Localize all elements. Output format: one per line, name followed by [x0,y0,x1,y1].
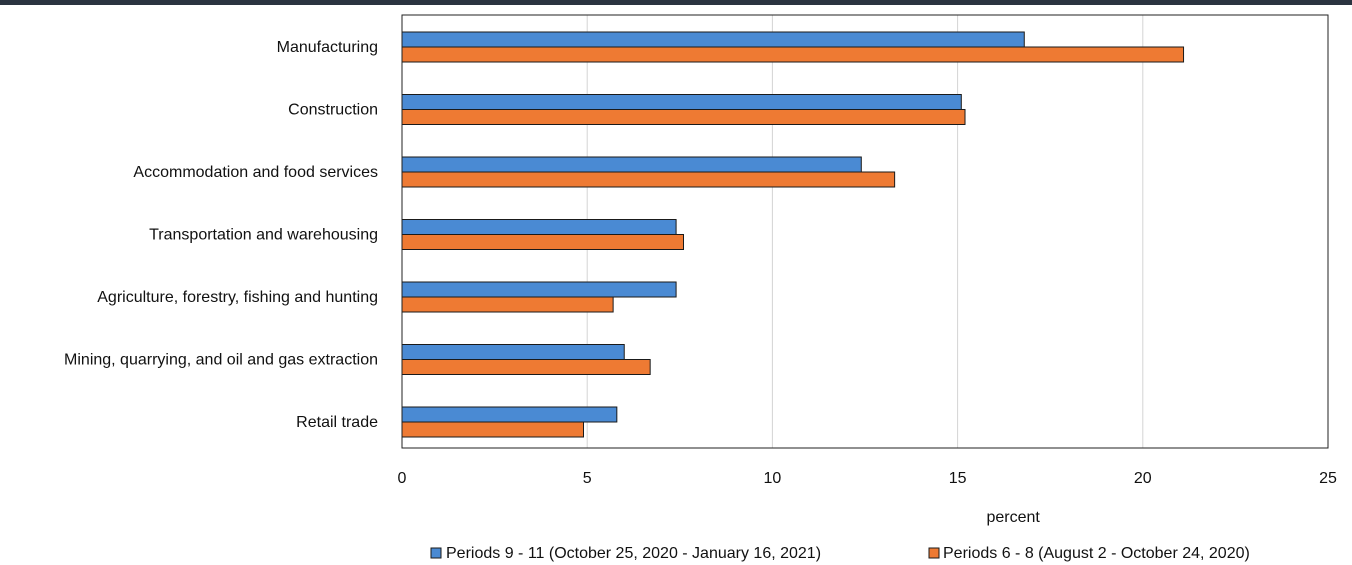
bar-2-transportation-and-warehousing [401,234,685,250]
bars [401,31,1185,438]
x-tick-label: 20 [1134,470,1152,487]
category-labels: Manufacturing Construction Accommodation a… [64,39,378,431]
legend-swatch-series-2 [928,547,940,559]
x-tick-label: 10 [764,470,782,487]
x-tick-label: 15 [949,470,967,487]
top-banner-bar [0,0,1352,5]
legend: Periods 9 - 11 (October 25, 2020 - Janua… [430,545,1250,562]
bar-1-agriculture-forestry-fishing-and-hunting [401,281,677,298]
category-label: Accommodation and food services [133,164,378,181]
legend-swatch-series-1 [430,547,442,559]
x-tick-label: 5 [583,470,592,487]
bar-1-transportation-and-warehousing [401,219,677,235]
bar-1-accommodation-and-food-services [401,156,862,173]
category-label: Agriculture, forestry, fishing and hunti… [97,289,378,306]
bar-1-mining-quarrying-and-oil-and-gas-extraction [401,344,625,360]
bar-2-retail-trade [401,421,584,438]
x-tick-labels: 0 5 10 15 20 25 [398,470,1337,487]
bar-1-manufacturing [401,31,1025,48]
bar-2-mining-quarrying-and-oil-and-gas-extraction [401,359,651,375]
bar-2-manufacturing [401,46,1185,63]
x-tick-label: 0 [398,470,407,487]
category-label: Manufacturing [277,39,378,56]
bar-2-accommodation-and-food-services [401,171,896,188]
category-label: Retail trade [296,414,378,431]
bar-1-retail-trade [401,406,618,423]
bar-2-construction [401,109,966,125]
category-label: Construction [288,102,378,119]
bar-2-agriculture-forestry-fishing-and-hunting [401,296,614,313]
legend-label-series-2: Periods 6 - 8 (August 2 - October 24, 20… [943,545,1250,562]
bar-1-construction [401,94,962,110]
x-axis-title: percent [986,509,1040,526]
category-label: Mining, quarrying, and oil and gas extra… [64,352,378,369]
legend-label-series-1: Periods 9 - 11 (October 25, 2020 - Janua… [446,545,821,562]
plot-frame [401,14,1329,449]
x-tick-label: 25 [1319,470,1337,487]
category-label: Transportation and warehousing [149,227,378,244]
